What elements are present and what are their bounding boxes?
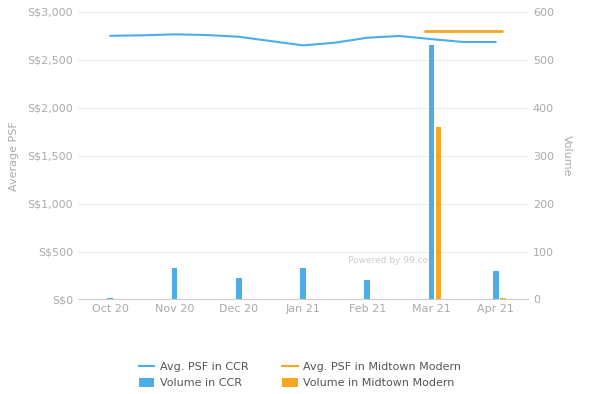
Legend: Avg. PSF in CCR, Volume in CCR, Avg. PSF in Midtown Modern, Volume in Midtown Mo: Avg. PSF in CCR, Volume in CCR, Avg. PSF… <box>139 362 461 388</box>
Y-axis label: Volume: Volume <box>562 135 572 177</box>
Bar <box>236 278 242 299</box>
Bar <box>436 127 442 299</box>
Bar <box>364 280 370 299</box>
Bar <box>300 268 306 299</box>
Y-axis label: Average PSF: Average PSF <box>9 121 19 191</box>
Bar <box>172 268 178 299</box>
Text: Powered by 99.co: Powered by 99.co <box>348 256 428 265</box>
Bar <box>493 271 499 299</box>
Bar <box>428 45 434 299</box>
